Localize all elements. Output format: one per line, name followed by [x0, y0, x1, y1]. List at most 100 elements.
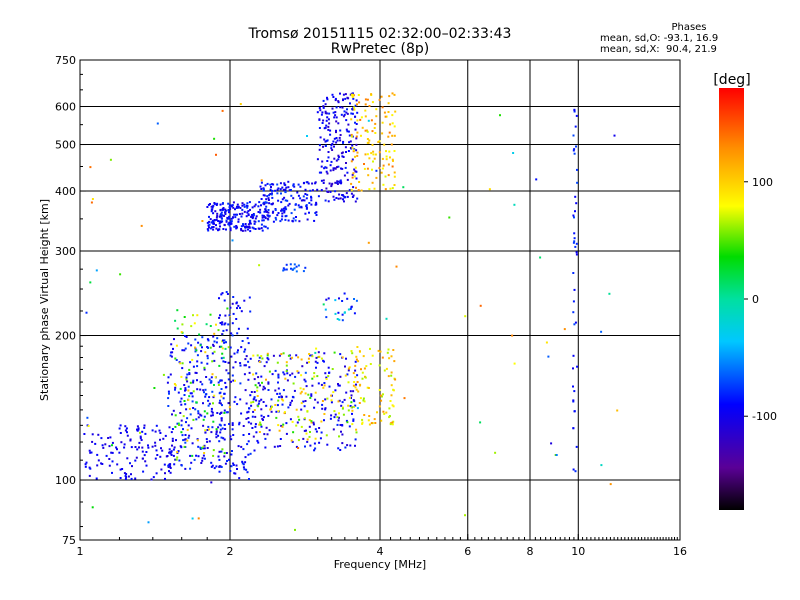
- data-point: [232, 296, 235, 298]
- data-point: [244, 456, 247, 459]
- data-point: [318, 427, 321, 429]
- data-point: [228, 211, 230, 214]
- data-point: [390, 143, 393, 146]
- data-point: [327, 156, 330, 159]
- data-point: [220, 388, 223, 390]
- data-point: [267, 381, 270, 384]
- data-point: [174, 357, 177, 360]
- data-point: [261, 381, 263, 384]
- data-point: [266, 354, 269, 357]
- data-point: [258, 227, 261, 230]
- data-point: [248, 296, 251, 299]
- data-point: [218, 316, 221, 319]
- data-point: [335, 106, 338, 109]
- data-point: [212, 212, 215, 215]
- data-point: [222, 329, 225, 332]
- data-point: [144, 432, 147, 435]
- data-point: [211, 219, 214, 222]
- data-point: [297, 356, 300, 359]
- data-point: [282, 188, 285, 191]
- data-point: [380, 419, 383, 422]
- data-point: [326, 96, 328, 99]
- data-point: [325, 119, 328, 122]
- data-point: [385, 317, 388, 320]
- data-point: [350, 189, 353, 192]
- data-point: [244, 229, 247, 232]
- data-point: [254, 217, 257, 220]
- data-point: [285, 214, 288, 217]
- data-point: [224, 208, 227, 211]
- data-point: [225, 386, 228, 389]
- data-point: [364, 153, 367, 156]
- data-point: [282, 423, 285, 426]
- data-point: [315, 203, 318, 206]
- data-point: [335, 131, 337, 134]
- data-point: [325, 434, 328, 437]
- data-point: [291, 399, 293, 402]
- data-point: [332, 169, 335, 172]
- data-point: [347, 367, 350, 370]
- data-point: [176, 422, 179, 425]
- data-point: [235, 464, 238, 467]
- data-point: [300, 408, 303, 411]
- data-point: [100, 462, 103, 465]
- data-point: [345, 192, 348, 195]
- data-point: [367, 241, 370, 244]
- data-point: [391, 165, 394, 168]
- data-point: [136, 429, 139, 432]
- data-point: [361, 371, 364, 374]
- data-point: [347, 150, 350, 152]
- data-point: [345, 391, 348, 394]
- data-point: [237, 218, 240, 221]
- data-point: [186, 373, 189, 376]
- data-point: [245, 355, 248, 358]
- data-point: [263, 365, 266, 368]
- data-point: [206, 440, 209, 443]
- data-point: [201, 220, 204, 222]
- data-point: [576, 181, 579, 184]
- data-point: [218, 423, 221, 426]
- data-point: [183, 316, 186, 318]
- data-point: [384, 115, 387, 118]
- data-point: [351, 158, 354, 161]
- data-point: [222, 437, 225, 440]
- data-point: [169, 465, 172, 468]
- data-point: [232, 206, 235, 209]
- data-point: [230, 453, 233, 456]
- x-tick-label: 8: [527, 545, 534, 558]
- data-point: [277, 410, 280, 413]
- colorbar-tick-label: 100: [752, 176, 773, 189]
- data-point: [171, 428, 174, 430]
- data-point: [345, 119, 348, 122]
- data-point: [197, 410, 200, 413]
- data-point: [351, 423, 354, 426]
- data-point: [293, 267, 296, 270]
- data-point: [182, 439, 185, 442]
- data-point: [269, 408, 272, 411]
- data-point: [289, 418, 292, 421]
- data-point: [338, 435, 340, 438]
- data-point: [354, 376, 357, 379]
- data-point: [255, 372, 258, 375]
- data-point: [352, 94, 355, 97]
- data-point: [265, 361, 268, 364]
- data-point: [245, 215, 248, 218]
- data-point: [234, 379, 236, 382]
- data-point: [201, 383, 204, 386]
- data-point: [329, 190, 332, 193]
- data-point: [292, 217, 295, 220]
- data-point: [147, 521, 150, 524]
- data-point: [252, 214, 255, 217]
- data-point: [339, 134, 342, 136]
- data-point: [253, 396, 256, 399]
- data-point: [305, 385, 308, 388]
- data-point: [348, 425, 351, 428]
- data-point: [223, 438, 226, 441]
- data-point: [357, 94, 360, 96]
- data-point: [346, 297, 349, 300]
- data-point: [207, 229, 210, 232]
- data-point: [183, 445, 186, 448]
- data-point: [359, 397, 362, 400]
